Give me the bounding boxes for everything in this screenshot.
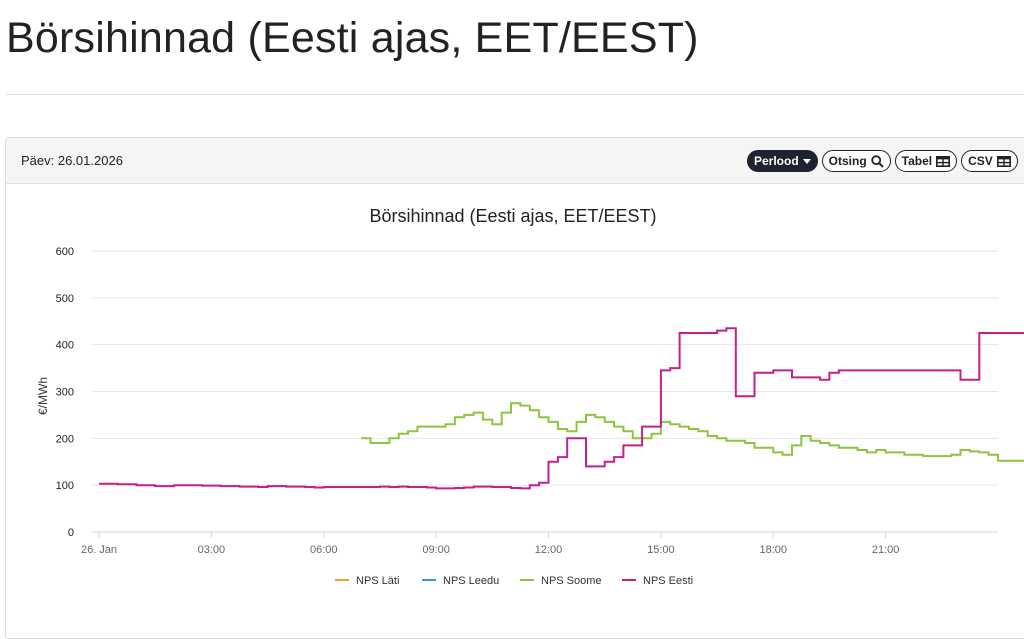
x-tick-label: 15:00 bbox=[647, 544, 675, 556]
csv-button-label: CSV bbox=[968, 154, 993, 168]
series-line-nps-eesti bbox=[99, 327, 1024, 490]
spreadsheet-icon bbox=[996, 155, 1011, 167]
table-icon bbox=[936, 155, 951, 167]
table-button-label: Tabel bbox=[901, 154, 933, 168]
x-tick-label: 12:00 bbox=[535, 544, 563, 556]
chart-panel: Päev: 26.01.2026 Perlood Otsing Tabel CS… bbox=[5, 137, 1024, 639]
search-icon bbox=[870, 154, 884, 168]
x-axis: 26. Jan 03:00 06:00 09:00 12:00 15:00 18:00 21:… bbox=[81, 532, 899, 556]
price-chart: Börsihinnad (Eesti ajas, EET/EEST) 0 100 2… bbox=[36, 206, 1024, 587]
x-tick-label: 18:00 bbox=[759, 544, 787, 556]
chart-legend: NPS Läti NPS Leedu NPS Soome NPS Eesti bbox=[335, 575, 693, 587]
y-tick-label: 0 bbox=[68, 527, 74, 539]
legend-label: NPS Soome bbox=[541, 575, 602, 587]
toolbar: Perlood Otsing Tabel CSV bbox=[747, 150, 1018, 172]
y-axis-title: €/MWh bbox=[36, 377, 50, 415]
y-tick-label: 300 bbox=[56, 387, 74, 399]
legend-label: NPS Eesti bbox=[643, 575, 693, 587]
x-tick-label: 06:00 bbox=[310, 544, 338, 556]
series-line-nps-soome bbox=[361, 402, 1024, 462]
page-title: Börsihinnad (Eesti ajas, EET/EEST) bbox=[6, 14, 699, 62]
day-label: Päev: 26.01.2026 bbox=[21, 153, 123, 168]
x-tick-label: 21:00 bbox=[872, 544, 900, 556]
x-tick-label: 09:00 bbox=[422, 544, 450, 556]
title-divider bbox=[6, 94, 1024, 95]
legend-label: NPS Leedu bbox=[443, 575, 499, 587]
y-axis: 0 100 200 300 400 500 600 bbox=[56, 246, 74, 539]
caret-down-icon bbox=[802, 158, 811, 164]
search-button-label: Otsing bbox=[828, 154, 867, 168]
legend-label: NPS Läti bbox=[356, 575, 399, 587]
chart-series bbox=[99, 327, 1024, 490]
y-tick-label: 500 bbox=[56, 293, 74, 305]
x-tick-label: 03:00 bbox=[198, 544, 226, 556]
search-button[interactable]: Otsing bbox=[821, 150, 891, 172]
panel-header: Päev: 26.01.2026 Perlood Otsing Tabel CS… bbox=[6, 138, 1024, 184]
y-tick-label: 100 bbox=[56, 480, 74, 492]
y-tick-label: 400 bbox=[56, 340, 74, 352]
x-tick-label: 26. Jan bbox=[81, 544, 117, 556]
period-button[interactable]: Perlood bbox=[747, 150, 818, 172]
period-button-label: Perlood bbox=[754, 154, 799, 168]
chart-grid bbox=[92, 250, 998, 533]
y-tick-label: 600 bbox=[56, 246, 74, 258]
chart-title: Börsihinnad (Eesti ajas, EET/EEST) bbox=[369, 206, 656, 226]
y-tick-label: 200 bbox=[56, 433, 74, 445]
table-button[interactable]: Tabel bbox=[894, 150, 958, 172]
csv-button[interactable]: CSV bbox=[961, 150, 1018, 172]
